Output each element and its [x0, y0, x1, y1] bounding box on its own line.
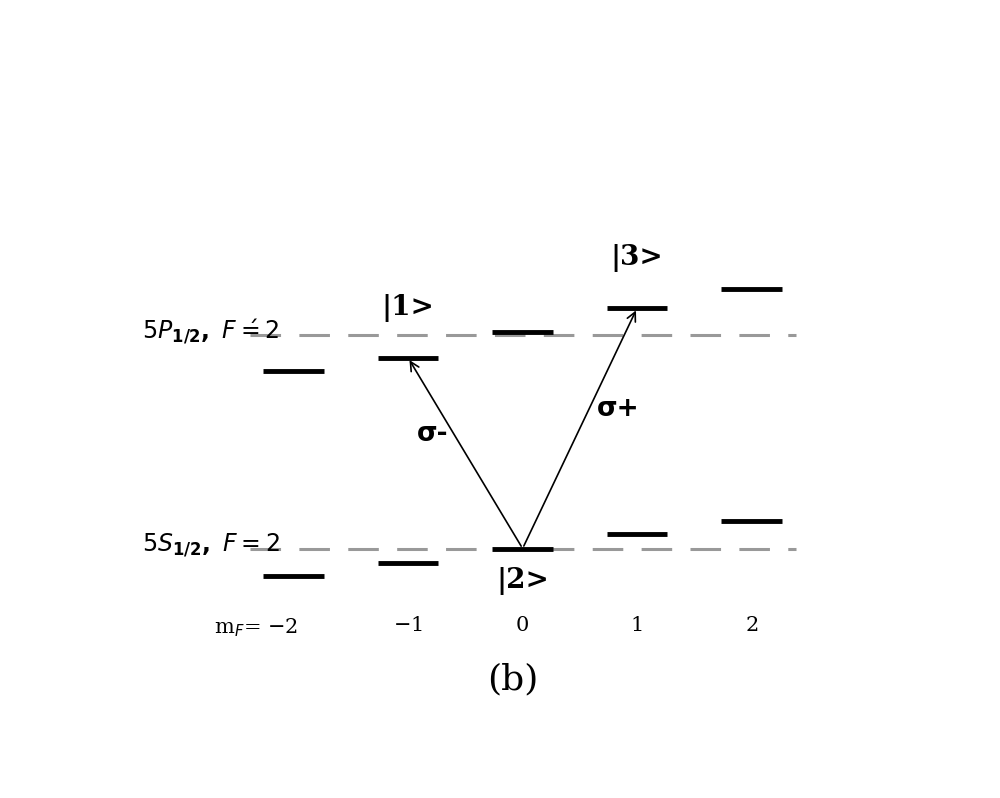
Text: σ-: σ-	[417, 421, 448, 447]
Text: |1>: |1>	[382, 294, 434, 322]
Text: |2>: |2>	[496, 567, 549, 595]
Text: 2: 2	[745, 616, 758, 635]
Text: m$_F$= $-$2: m$_F$= $-$2	[214, 616, 298, 639]
Text: |3>: |3>	[611, 244, 664, 272]
Text: σ+: σ+	[597, 396, 639, 422]
Text: $\mathbf{\it{5P}}_{\mathbf{1/2}}$$\mathbf{,\ \it{F}\'=2}$: $\mathbf{\it{5P}}_{\mathbf{1/2}}$$\mathb…	[142, 318, 279, 346]
Text: (b): (b)	[487, 662, 538, 696]
Text: 0: 0	[516, 616, 529, 635]
Text: $\mathbf{\it{5S}}_{\mathbf{1/2}}$$\mathbf{,\ \it{F}=2}$: $\mathbf{\it{5S}}_{\mathbf{1/2}}$$\mathb…	[142, 531, 280, 559]
Text: 1: 1	[630, 616, 644, 635]
Text: $-$1: $-$1	[393, 616, 423, 635]
